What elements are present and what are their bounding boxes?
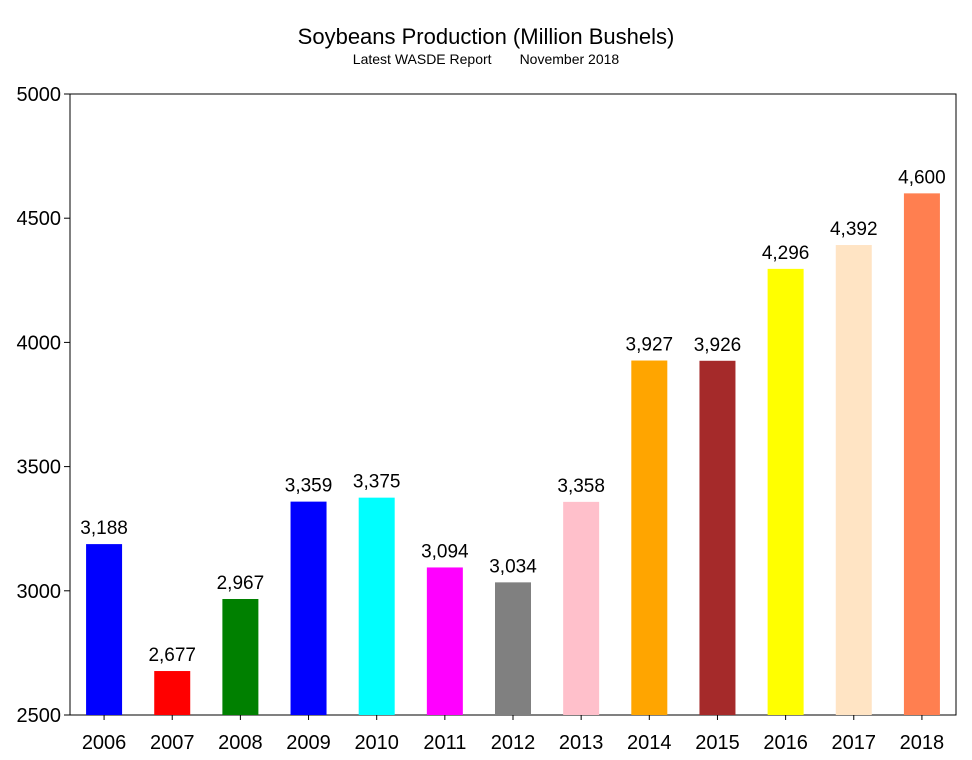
x-tick-label: 2008 — [218, 732, 263, 754]
bar-2012 — [495, 582, 531, 715]
x-tick-label: 2014 — [627, 732, 672, 754]
y-tick-label: 3000 — [17, 581, 62, 603]
data-label-2006: 3,188 — [80, 518, 128, 539]
bar-2017 — [835, 245, 872, 715]
bar-2015 — [699, 360, 736, 715]
data-label-2008: 2,967 — [217, 573, 265, 594]
data-label-2014: 3,927 — [626, 335, 674, 356]
bar-2011 — [426, 567, 463, 715]
subtitle-report: Latest WASDE Report — [352, 51, 492, 67]
bar-2018 — [903, 193, 940, 716]
x-tick-label: 2010 — [354, 732, 399, 754]
x-tick-label: 2009 — [286, 732, 331, 754]
x-tick-label: 2006 — [82, 732, 127, 754]
bar-2008 — [222, 598, 259, 715]
x-tick-label: 2017 — [832, 732, 877, 754]
data-label-2007: 2,677 — [148, 645, 196, 666]
chart-subtitle: Latest WASDE Report November 2018 — [0, 51, 972, 67]
x-axis: 2006 2007 2008 2009 2010 2011 2012 2013 2014 2015… — [82, 715, 944, 754]
bars — [86, 193, 940, 716]
y-tick-label: 2500 — [17, 705, 62, 727]
x-tick-label: 2012 — [491, 732, 536, 754]
data-label-2015: 3,926 — [694, 335, 742, 356]
chart-title: Soybeans Production (Million Bushels) — [297, 24, 675, 49]
data-label-2016: 4,296 — [762, 243, 810, 264]
data-label-2009: 3,359 — [285, 476, 333, 497]
y-tick-label: 3500 — [17, 457, 62, 479]
data-label-2011: 3,094 — [421, 541, 469, 562]
data-label-2010: 3,375 — [353, 472, 401, 493]
y-tick-label: 5000 — [17, 84, 62, 106]
x-tick-label: 2018 — [900, 732, 945, 754]
data-label-2018: 4,600 — [898, 167, 946, 188]
data-label-2013: 3,358 — [557, 476, 605, 497]
x-tick-label: 2007 — [150, 732, 195, 754]
bar-2010 — [358, 497, 395, 715]
bar-2009 — [290, 501, 327, 715]
x-tick-label: 2011 — [423, 732, 466, 754]
y-tick-label: 4000 — [17, 332, 62, 354]
bar-2007 — [154, 671, 191, 715]
x-tick-label: 2016 — [763, 732, 808, 754]
data-label-2012: 3,034 — [489, 556, 537, 577]
bar-2013 — [563, 501, 600, 715]
subtitle-date: November 2018 — [519, 51, 620, 67]
data-label-2017: 4,392 — [830, 219, 878, 240]
x-tick-label: 2013 — [559, 732, 604, 754]
bar-2014 — [631, 360, 668, 715]
data-labels: 3,188 2,677 2,967 3,359 3,375 3,094 3,034 3,358… — [80, 167, 945, 666]
bar-2006 — [86, 544, 123, 715]
x-tick-label: 2015 — [695, 732, 740, 754]
y-axis: 2500 3000 3500 4000 4500 5000 — [17, 84, 70, 727]
y-tick-label: 4500 — [17, 208, 62, 230]
bar-2016 — [767, 268, 804, 715]
